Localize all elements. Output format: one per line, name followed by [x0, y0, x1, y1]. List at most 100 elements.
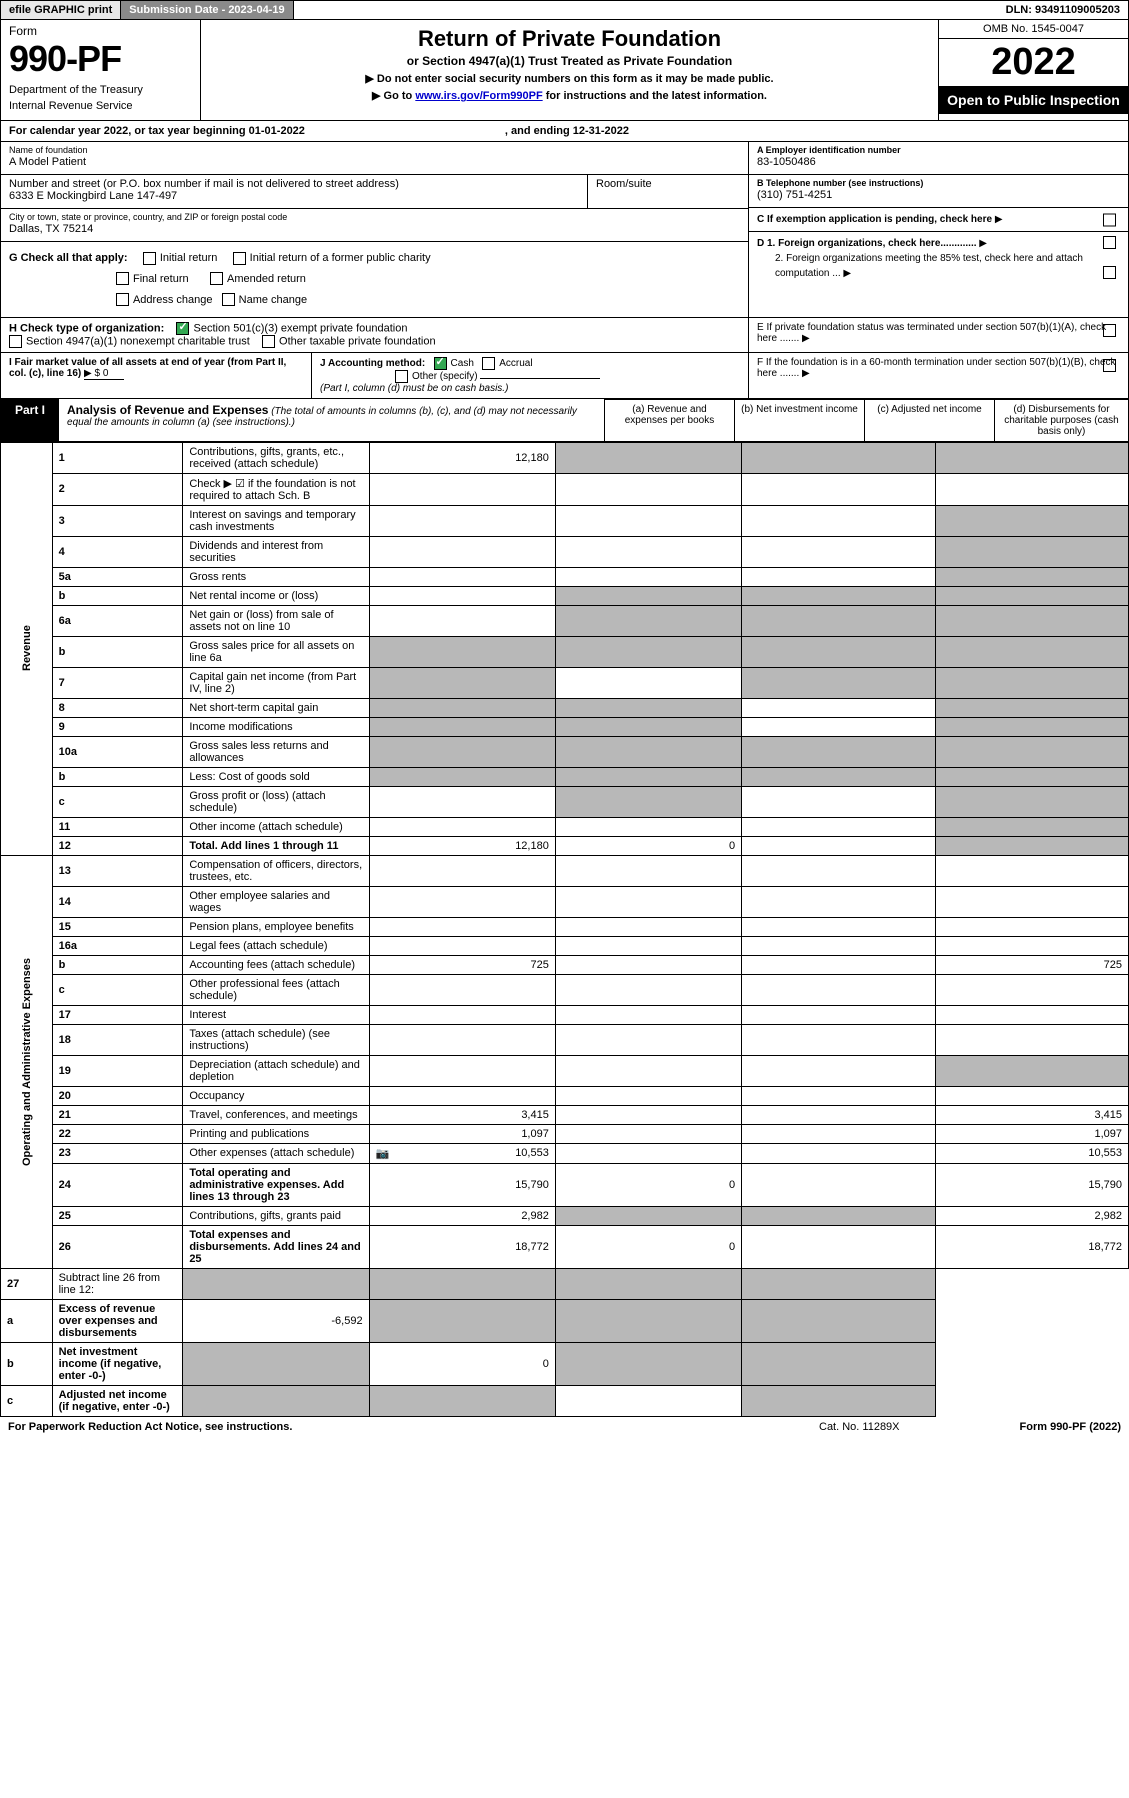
col-header-a: (a) Revenue and expenses per books: [604, 399, 734, 442]
table-row: 19Depreciation (attach schedule) and dep…: [1, 1055, 1129, 1086]
note-link: ▶ Go to www.irs.gov/Form990PF for instru…: [221, 89, 918, 102]
footer: For Paperwork Reduction Act Notice, see …: [0, 1417, 1129, 1437]
table-row: 18Taxes (attach schedule) (see instructi…: [1, 1024, 1129, 1055]
part1-desc: Analysis of Revenue and Expenses (The to…: [59, 399, 604, 441]
table-row: bAccounting fees (attach schedule)725725: [1, 955, 1129, 974]
checkbox-c[interactable]: [1103, 213, 1116, 226]
table-row: cGross profit or (loss) (attach schedule…: [1, 786, 1129, 817]
entity-right: A Employer identification number 83-1050…: [748, 142, 1128, 318]
checkbox-final-return[interactable]: [116, 272, 129, 285]
g-opt-0: Initial return: [160, 252, 217, 264]
form-title: Return of Private Foundation: [221, 26, 918, 52]
addr-label: Number and street (or P.O. box number if…: [9, 178, 579, 190]
table-row: 27Subtract line 26 from line 12:: [1, 1268, 1129, 1299]
h-label: H Check type of organization:: [9, 322, 164, 334]
table-row: aExcess of revenue over expenses and dis…: [1, 1299, 1129, 1342]
h-row: H Check type of organization: Section 50…: [0, 318, 1129, 353]
table-row: 15Pension plans, employee benefits: [1, 917, 1129, 936]
address-cell: Number and street (or P.O. box number if…: [1, 175, 588, 208]
j-label: J Accounting method:: [320, 358, 425, 369]
d2-label: 2. Foreign organizations meeting the 85%…: [775, 253, 1083, 279]
table-row: 5aGross rents: [1, 567, 1129, 586]
f-section: F If the foundation is in a 60-month ter…: [748, 353, 1128, 398]
form-number: 990-PF: [9, 38, 192, 80]
table-row: cOther professional fees (attach schedul…: [1, 974, 1129, 1005]
tax-year: 2022: [939, 39, 1128, 86]
ein-label: A Employer identification number: [757, 145, 1120, 155]
table-row: cAdjusted net income (if negative, enter…: [1, 1385, 1129, 1416]
checkbox-cash[interactable]: [434, 357, 447, 370]
city-state-zip: Dallas, TX 75214: [9, 223, 740, 235]
open-to-public: Open to Public Inspection: [939, 86, 1128, 114]
g-opt-5: Name change: [239, 294, 308, 306]
header-right: OMB No. 1545-0047 2022 Open to Public In…: [938, 20, 1128, 120]
form-subtitle: or Section 4947(a)(1) Trust Treated as P…: [221, 54, 918, 68]
checkbox-f[interactable]: [1103, 359, 1116, 372]
table-row: 16aLegal fees (attach schedule): [1, 936, 1129, 955]
entity-grid: Name of foundation A Model Patient Numbe…: [0, 142, 1129, 318]
header-center: Return of Private Foundation or Section …: [201, 20, 938, 120]
part1-header-row: Part I Analysis of Revenue and Expenses …: [0, 399, 1129, 442]
expenses-section-label: Operating and Administrative Expenses: [1, 855, 53, 1268]
e-section: E If private foundation status was termi…: [748, 318, 1128, 352]
d1-label: D 1. Foreign organizations, check here..…: [757, 238, 977, 249]
street-address: 6333 E Mockingbird Lane 147-497: [9, 190, 579, 202]
form-label: Form: [9, 24, 192, 38]
checkbox-initial-former[interactable]: [233, 252, 246, 265]
col-header-c: (c) Adjusted net income: [864, 399, 994, 442]
part1-label: Part I: [1, 399, 59, 441]
i-label: I Fair market value of all assets at end…: [9, 357, 286, 379]
phone-label: B Telephone number (see instructions): [757, 178, 1120, 188]
j-section: J Accounting method: Cash Accrual Other …: [311, 353, 748, 398]
j-cash: Cash: [451, 358, 474, 369]
checkbox-initial-return[interactable]: [143, 252, 156, 265]
checkbox-name-change[interactable]: [222, 293, 235, 306]
checkbox-4947[interactable]: [9, 335, 22, 348]
checkbox-address-change[interactable]: [116, 293, 129, 306]
table-row: 22Printing and publications1,0971,097: [1, 1124, 1129, 1143]
c-section: C If exemption application is pending, c…: [749, 208, 1128, 232]
table-row: 3Interest on savings and temporary cash …: [1, 505, 1129, 536]
table-row: Revenue1Contributions, gifts, grants, et…: [1, 442, 1129, 473]
header-left: Form 990-PF Department of the Treasury I…: [1, 20, 201, 120]
f-label: F If the foundation is in a 60-month ter…: [757, 357, 1116, 379]
g-label: G Check all that apply:: [9, 252, 128, 264]
table-row: 2Check ▶ ☑ if the foundation is not requ…: [1, 473, 1129, 505]
footer-left: For Paperwork Reduction Act Notice, see …: [8, 1421, 292, 1433]
table-row: 25Contributions, gifts, grants paid2,982…: [1, 1206, 1129, 1225]
checkbox-accrual[interactable]: [482, 357, 495, 370]
analysis-table: Revenue1Contributions, gifts, grants, et…: [0, 442, 1129, 1417]
g-opt-2: Final return: [133, 273, 189, 285]
ein-cell: A Employer identification number 83-1050…: [749, 142, 1128, 175]
g-section: G Check all that apply: Initial return I…: [1, 242, 748, 318]
efile-button[interactable]: efile GRAPHIC print: [1, 1, 121, 19]
room-label: Room/suite: [596, 178, 740, 190]
table-row: 8Net short-term capital gain: [1, 698, 1129, 717]
omb-number: OMB No. 1545-0047: [939, 20, 1128, 39]
j-note: (Part I, column (d) must be on cash basi…: [320, 383, 508, 394]
table-row: 11Other income (attach schedule): [1, 817, 1129, 836]
checkbox-501c3[interactable]: [176, 322, 189, 335]
table-row: bGross sales price for all assets on lin…: [1, 636, 1129, 667]
checkbox-e[interactable]: [1103, 324, 1116, 337]
table-row: 12Total. Add lines 1 through 1112,1800: [1, 836, 1129, 855]
table-row: 10aGross sales less returns and allowanc…: [1, 736, 1129, 767]
checkbox-d1[interactable]: [1103, 236, 1116, 249]
calendar-text: For calendar year 2022, or tax year begi…: [9, 125, 305, 137]
col-header-d: (d) Disbursements for charitable purpose…: [994, 399, 1129, 442]
foundation-name: A Model Patient: [9, 156, 740, 168]
table-row: 6aNet gain or (loss) from sale of assets…: [1, 605, 1129, 636]
table-row: bNet investment income (if negative, ent…: [1, 1342, 1129, 1385]
foundation-name-cell: Name of foundation A Model Patient: [1, 142, 748, 175]
table-row: 24Total operating and administrative exp…: [1, 1163, 1129, 1206]
checkbox-d2[interactable]: [1103, 266, 1116, 279]
irs-link[interactable]: www.irs.gov/Form990PF: [415, 90, 542, 102]
h-opt-2: Section 4947(a)(1) nonexempt charitable …: [26, 335, 250, 347]
checkbox-other-taxable[interactable]: [262, 335, 275, 348]
c-label: C If exemption application is pending, c…: [757, 214, 992, 225]
j-accrual: Accrual: [499, 358, 532, 369]
col-header-b: (b) Net investment income: [734, 399, 864, 442]
checkbox-amended[interactable]: [210, 272, 223, 285]
checkbox-other-method[interactable]: [395, 370, 408, 383]
i-section: I Fair market value of all assets at end…: [1, 353, 311, 398]
